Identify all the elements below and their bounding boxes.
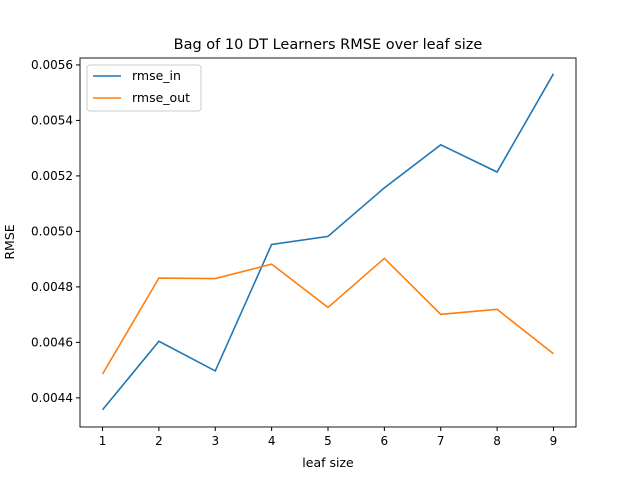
x-tick-label: 7 xyxy=(437,434,445,448)
legend-label-rmse-in: rmse_in xyxy=(132,68,181,83)
x-axis-label: leaf size xyxy=(302,455,354,470)
y-tick-label: 0.0044 xyxy=(31,391,73,405)
legend: rmse_in rmse_out xyxy=(86,64,202,112)
legend-label-rmse-out: rmse_out xyxy=(132,90,190,105)
y-tick-label: 0.0050 xyxy=(31,224,73,238)
y-tick-label: 0.0048 xyxy=(31,280,73,294)
x-tick-label: 2 xyxy=(155,434,163,448)
x-tick-label: 1 xyxy=(99,434,107,448)
y-tick-label: 0.0052 xyxy=(31,169,73,183)
x-tick-label: 5 xyxy=(324,434,332,448)
x-tick-label: 8 xyxy=(493,434,501,448)
x-tick-label: 4 xyxy=(268,434,276,448)
chart-title: Bag of 10 DT Learners RMSE over leaf siz… xyxy=(174,37,483,53)
y-tick-label: 0.0054 xyxy=(31,113,73,127)
y-tick-label: 0.0046 xyxy=(31,335,73,349)
x-tick-label: 6 xyxy=(381,434,389,448)
x-tick-label: 3 xyxy=(211,434,219,448)
y-tick-label: 0.0056 xyxy=(31,58,73,72)
y-axis-label: RMSE xyxy=(2,224,17,259)
x-tick-label: 9 xyxy=(550,434,558,448)
